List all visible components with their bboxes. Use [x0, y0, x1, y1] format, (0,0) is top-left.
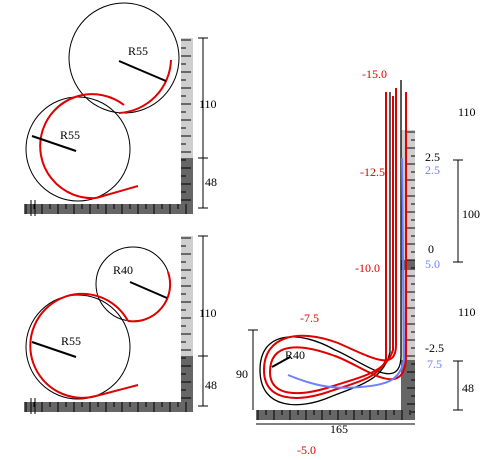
- panel-c-blue-label-p2-5: 2.5: [425, 163, 440, 177]
- panel-c-ruler-ticks: [257, 131, 415, 420]
- panel-c-dim-right-top-label: 110: [458, 105, 476, 119]
- panel-c-label-m10: -10.0: [355, 261, 380, 275]
- panel-c-dim-90-label: 90: [236, 367, 248, 381]
- panel-a-vertical-ruler-dark: [181, 158, 193, 208]
- panel-c-label-m2-5: -2.5: [425, 341, 444, 355]
- panel-c-dim-100-label: 100: [462, 207, 480, 221]
- panel-a-upper-radius-label: R55: [128, 44, 148, 58]
- panel-b-horizontal-ruler: [24, 402, 193, 412]
- panel-c-label-m12-5: -12.5: [360, 165, 385, 179]
- panel-c-red-track-inner: [262, 88, 397, 399]
- panel-b-vertical-ruler-dark: [181, 356, 193, 406]
- panel-b-ruler-ticks: [25, 237, 191, 414]
- panel-c-blue-label-p7-5: 7.5: [427, 357, 442, 371]
- panel-a-ruler-ticks: [25, 39, 191, 216]
- panel-b-upper-red-arc: [127, 271, 172, 323]
- panel-c-blue-label-p5: 5.0: [425, 257, 440, 271]
- panel-c-outline-track: [259, 80, 402, 406]
- panel-c-horizontal-ruler: [256, 410, 415, 420]
- panel-c-radius-label: R40: [285, 348, 305, 362]
- panel-c-red-track-outer: [268, 92, 407, 395]
- panel-a-horizontal-ruler: [24, 204, 193, 214]
- panel-c-radius-line: [271, 356, 291, 368]
- panel-b-lower-circle: [25, 294, 131, 400]
- panel-c-blue-track: [287, 157, 406, 389]
- panel-c-label-m15: -15.0: [362, 67, 387, 81]
- panel-a-lower-radius-label: R55: [60, 128, 80, 142]
- panel-a-upper-red-arc: [118, 59, 172, 114]
- panel-c-vertical-ruler-mid: [401, 260, 415, 270]
- panel-a-dim-48-label: 48: [205, 175, 217, 189]
- panel-c-label-m5: -5.0: [297, 443, 316, 457]
- panel-b-lead-out-track: [95, 384, 139, 397]
- panel-a-lower-red-arc: [39, 93, 125, 200]
- panel-b-lower-red-arc: [29, 292, 129, 399]
- panel-a-upper-radius-line: [118, 60, 167, 82]
- panel-a-lower-radius-line: [31, 135, 77, 152]
- panel-b-upper-radius-line: [129, 281, 168, 299]
- panel-c-dim-right-mid-label: 110: [458, 305, 476, 319]
- panel-a: R55 R55 110 48: [24, 2, 217, 216]
- panel-b-dim-48-label: 48: [205, 378, 217, 392]
- panel-c-dim-48-label: 48: [462, 381, 474, 395]
- panel-a-dim-110-label: 110: [199, 97, 217, 111]
- panel-a-lead-out-track: [95, 185, 139, 199]
- panel-b: R40 R55 110 48: [24, 235, 217, 414]
- panel-c: R40 90 165 110 100 110 48 -15.0 -12.5 -1…: [236, 67, 480, 457]
- panel-c-label-p2-5: 2.5: [425, 150, 440, 164]
- panel-a-upper-circle: [68, 2, 180, 114]
- panel-c-label-zero: 0: [428, 242, 434, 256]
- panel-b-upper-radius-label: R40: [113, 263, 133, 277]
- panel-b-dim-110-label: 110: [199, 306, 217, 320]
- panel-c-dim-165-label: 165: [330, 422, 348, 436]
- panel-b-lower-radius-line: [31, 341, 77, 358]
- panel-c-label-m7-5: -7.5: [300, 311, 319, 325]
- panel-c-vertical-ruler-dark: [401, 360, 415, 420]
- panel-b-lower-radius-label: R55: [61, 334, 81, 348]
